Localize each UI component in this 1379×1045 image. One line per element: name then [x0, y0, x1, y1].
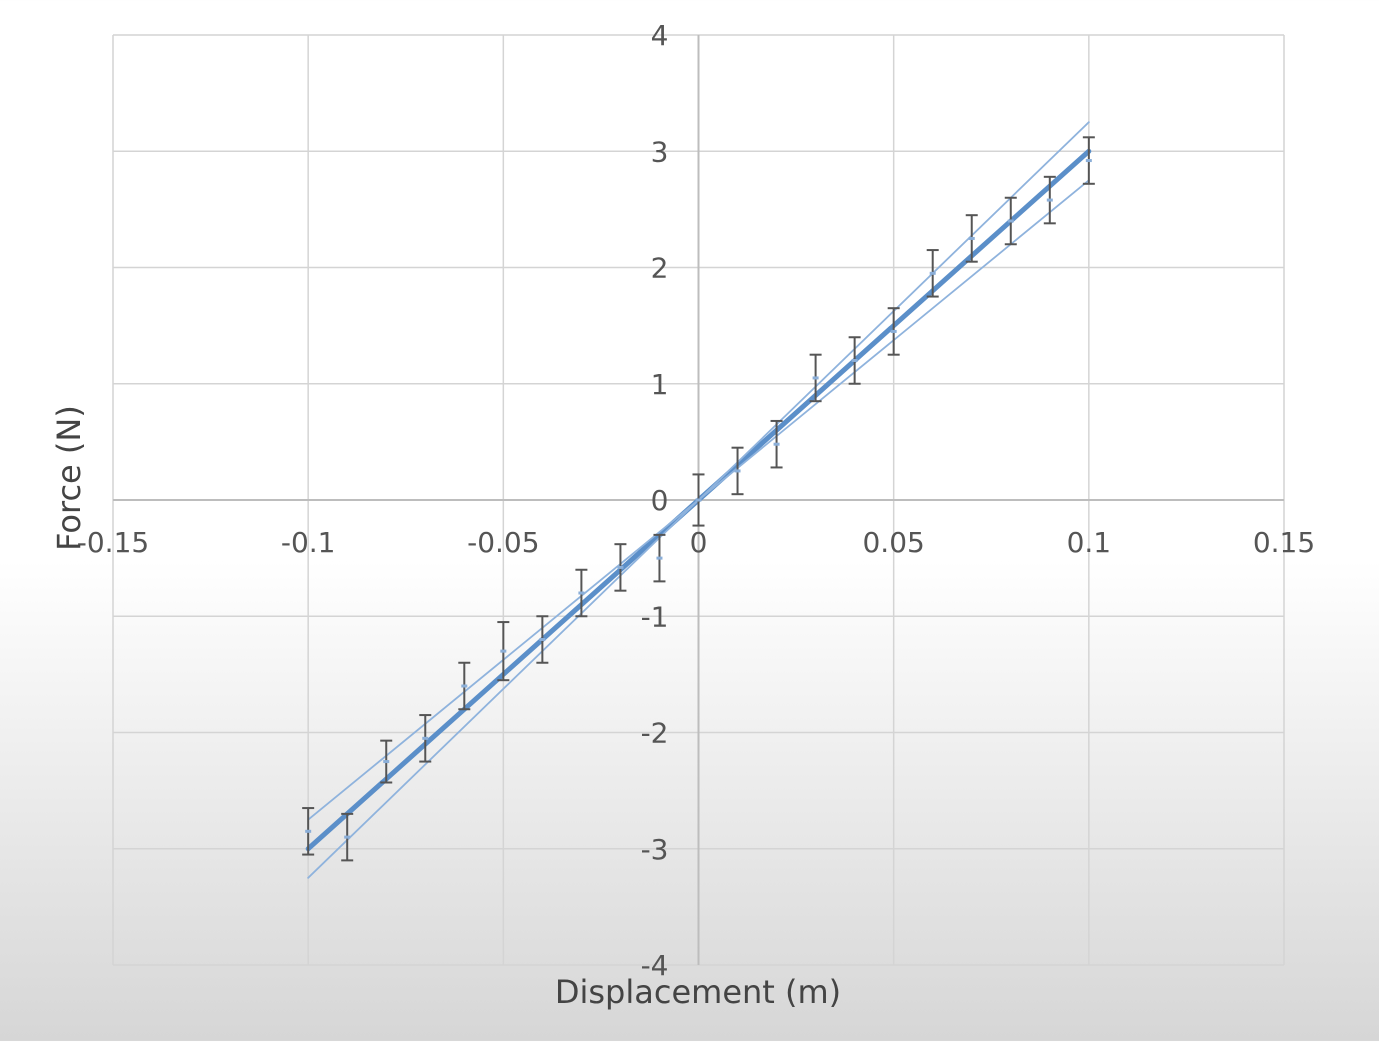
- data-point: [809, 353, 822, 403]
- data-point: [1082, 136, 1095, 185]
- data-point: [965, 214, 978, 263]
- x-tick-label: 0.05: [862, 526, 924, 559]
- x-tick-label: 0.15: [1253, 526, 1315, 559]
- data-point: [848, 336, 861, 385]
- y-tick-label: 2: [651, 252, 669, 285]
- y-tick-label: 3: [651, 135, 669, 168]
- data-point: [614, 543, 627, 592]
- x-tick-label: 0.1: [1067, 526, 1112, 559]
- y-tick-label: -2: [641, 717, 669, 750]
- data-point: [341, 812, 354, 862]
- x-tick-label: -0.1: [281, 526, 336, 559]
- data-point: [458, 661, 471, 711]
- y-tick-label: 0: [651, 484, 669, 517]
- data-point: [692, 473, 705, 527]
- data-point: [302, 807, 315, 856]
- data-point: [1043, 175, 1056, 225]
- data-point: [926, 249, 939, 298]
- y-tick-label: -4: [641, 949, 669, 982]
- y-tick-label: -3: [641, 833, 669, 866]
- y-axis-title: Force (N): [50, 405, 88, 551]
- x-tick-label: 0: [690, 526, 708, 559]
- data-point: [770, 419, 783, 469]
- data-point: [497, 621, 510, 682]
- x-tick-label: -0.05: [467, 526, 539, 559]
- x-axis-title: Displacement (m): [555, 973, 841, 1011]
- data-point: [380, 739, 393, 784]
- y-tick-label: 1: [651, 368, 669, 401]
- data-point: [419, 714, 432, 763]
- data-point: [731, 446, 744, 496]
- y-tick-label: 4: [651, 19, 669, 52]
- data-point: [575, 568, 588, 618]
- x-tick-label: -0.15: [77, 526, 149, 559]
- data-point: [536, 615, 549, 664]
- data-point: [653, 533, 666, 583]
- data-point: [887, 307, 900, 356]
- data-point: [1004, 196, 1017, 246]
- y-tick-label: -1: [641, 600, 669, 633]
